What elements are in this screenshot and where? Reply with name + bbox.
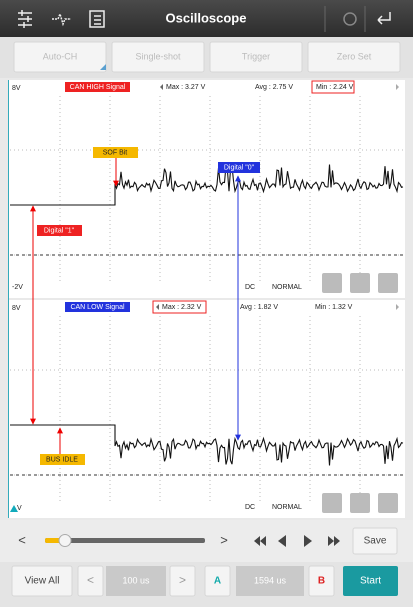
digital-one-label: Digital "1" [44,227,75,234]
prev-button[interactable]: < [18,532,26,547]
digital-one-tag [37,225,82,236]
time-next-button[interactable] [169,565,196,597]
zero-marker [10,505,18,512]
scale-top: 8V [12,85,21,92]
cursor-b-label: B [318,576,325,587]
channel-tag [65,82,130,92]
stat-min: Min : 2.24 V [316,84,354,91]
scroll-arrow [396,304,399,310]
panel-button[interactable] [378,273,398,293]
panel-button[interactable] [322,493,342,513]
mode-label: Single-shot [135,51,181,61]
view-all-button[interactable] [11,565,73,597]
start-label: Start [360,576,381,587]
slider-track[interactable] [45,538,205,543]
time-base-box [106,566,166,596]
header-icons [18,10,391,28]
view-all-label: View All [25,576,60,587]
coupling: DC [245,284,255,291]
bus-idle-label: BUS IDLE [46,456,78,463]
channel-name: CAN LOW Signal [70,304,125,311]
stat-arrow [156,304,159,310]
mode-label: Auto-CH [43,51,78,61]
panel-button[interactable] [322,273,342,293]
panel-button[interactable] [350,493,370,513]
time-prev-button[interactable] [77,565,104,597]
waveform [10,424,404,466]
cursor-delta: 1594 us [254,575,287,585]
channel-name: CAN HIGH Signal [70,84,126,91]
mode-button[interactable] [111,41,205,73]
trigger-mode: NORMAL [272,504,302,511]
cursor-a-button[interactable] [204,565,231,597]
time-prev-label: < [87,573,94,587]
stat-arrow [160,84,163,90]
digital-zero-tag [218,162,260,173]
stat-max: Max : 2.32 V [162,304,202,311]
slider-thumb[interactable] [58,534,72,547]
title: Oscilloscope [166,10,247,25]
transport-controls[interactable] [254,535,340,547]
dropdown-indicator [100,64,106,70]
sof-tag [93,147,138,158]
channel-panel [8,300,405,518]
digital-zero-label: Digital "0" [224,164,255,171]
panel-button[interactable] [350,273,370,293]
scale-bottom: V [17,505,22,512]
mode-button[interactable] [13,41,107,73]
stat-avg: Avg : 1.82 V [240,304,278,311]
panel-button[interactable] [378,493,398,513]
highlight-box [152,300,207,314]
cursor-b-button[interactable] [308,565,335,597]
scale-top: 8V [12,305,21,312]
channel-panel [8,80,405,298]
cursor-delta-box [236,566,304,596]
channel-tag [65,302,130,312]
time-base: 100 us [122,575,150,585]
sof-label: SOF Bit [103,149,128,156]
coupling: DC [245,504,255,511]
time-next-label: > [179,573,186,587]
mode-button[interactable] [209,41,303,73]
start-button[interactable] [343,566,398,596]
stat-min: Min : 1.32 V [315,304,353,311]
stat-max: Max : 3.27 V [166,84,206,91]
cursor-a-label: A [214,576,221,587]
save-button[interactable] [352,527,398,555]
trigger-mode: NORMAL [272,284,302,291]
scale-bottom: -2V [12,284,23,291]
mode-label: Trigger [242,51,270,61]
mode-label: Zero Set [337,51,372,61]
mode-button[interactable] [307,41,401,73]
highlight-box [311,80,355,94]
next-button[interactable]: > [220,532,228,547]
bus-idle-tag [40,454,85,465]
stat-avg: Avg : 2.75 V [255,84,293,91]
waveform [10,164,404,206]
save-label: Save [364,536,387,547]
scroll-arrow [396,84,399,90]
